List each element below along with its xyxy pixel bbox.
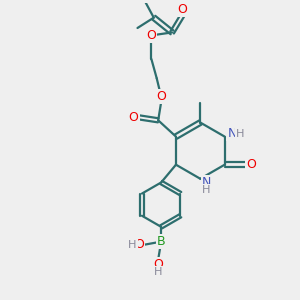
Text: H: H [154,267,163,277]
Text: H: H [128,240,137,250]
Text: O: O [135,238,145,251]
Text: O: O [129,111,139,124]
Text: O: O [146,29,156,42]
Text: H: H [202,185,211,195]
Text: O: O [178,3,188,16]
Text: O: O [246,158,256,171]
Text: B: B [157,235,166,248]
Text: N: N [202,176,211,189]
Text: N: N [227,127,237,140]
Text: O: O [156,90,166,103]
Text: H: H [236,129,244,139]
Text: O: O [153,258,163,271]
